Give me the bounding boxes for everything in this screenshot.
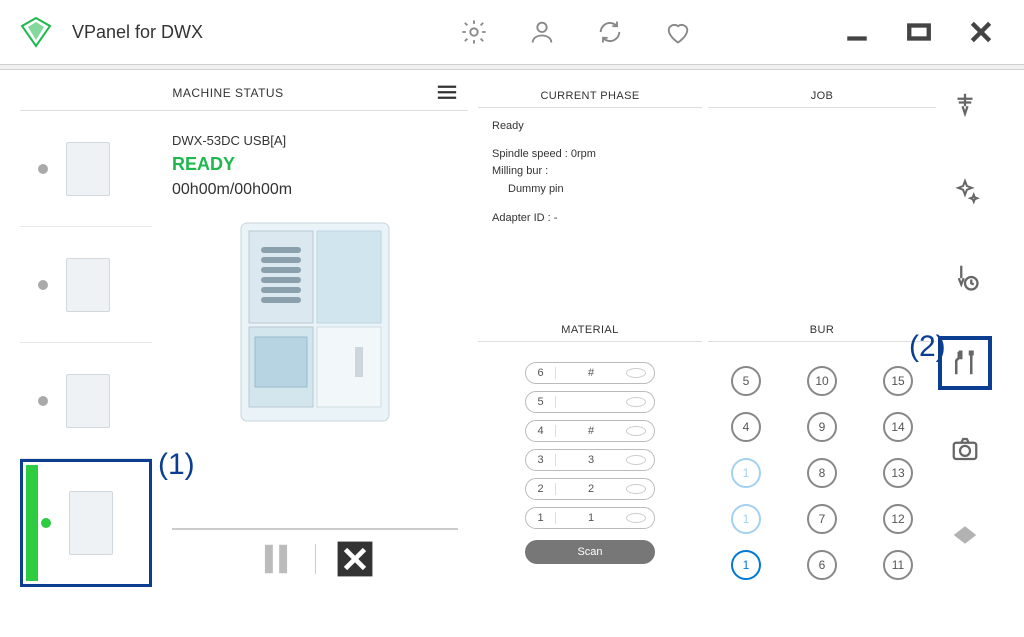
app-logo xyxy=(20,16,52,48)
bur-slot[interactable]: 6 xyxy=(807,550,837,580)
material-row[interactable]: 22 xyxy=(525,478,655,500)
material-row[interactable]: 4# xyxy=(525,420,655,442)
machine-status-title: MACHINE STATUS xyxy=(20,86,436,100)
app-title: VPanel for DWX xyxy=(72,22,203,43)
bur-slot[interactable]: 4 xyxy=(731,412,761,442)
schedule-icon[interactable] xyxy=(950,262,980,292)
gear-icon[interactable] xyxy=(460,18,488,46)
bur-slot[interactable]: 1 xyxy=(731,504,761,534)
middle-column: CURRENT PHASE Ready Spindle speed : 0rpm… xyxy=(468,70,702,637)
menu-icon[interactable] xyxy=(436,84,458,102)
disc-icon[interactable] xyxy=(950,520,980,550)
machine-status-text: READY xyxy=(172,154,458,175)
machine-time: 00h00m/00h00m xyxy=(172,181,458,199)
window-controls xyxy=(844,19,994,45)
right-column: JOB BUR 5 10 15 4 9 14 1 8 13 1 7 12 1 6 11 xyxy=(702,70,936,637)
pause-button[interactable] xyxy=(257,540,295,578)
bur-slot[interactable]: 8 xyxy=(807,458,837,488)
header-toolbar xyxy=(460,18,692,46)
machine-thumb[interactable] xyxy=(20,111,152,227)
material-row[interactable]: 6# xyxy=(525,362,655,384)
current-phase-title: CURRENT PHASE xyxy=(478,84,702,108)
bur-slot[interactable]: 11 xyxy=(883,550,913,580)
bur-slot[interactable]: 9 xyxy=(807,412,837,442)
bur-slot[interactable]: 10 xyxy=(807,366,837,396)
job-title: JOB xyxy=(708,84,936,108)
bur-slot[interactable]: 15 xyxy=(883,366,913,396)
bur-slot[interactable]: 1 xyxy=(731,458,761,488)
material-title: MATERIAL xyxy=(478,318,702,342)
main: MACHINE STATUS DWX-53DC USB[A] READY 00h… xyxy=(0,70,1024,637)
header: VPanel for DWX xyxy=(0,0,1024,64)
machine-status-panel: MACHINE STATUS DWX-53DC USB[A] READY 00h… xyxy=(0,70,468,637)
machine-thumb[interactable] xyxy=(20,227,152,343)
sparkle-icon[interactable] xyxy=(950,176,980,206)
bur-slot[interactable]: 12 xyxy=(883,504,913,534)
close-icon[interactable] xyxy=(968,19,994,45)
bur-panel: BUR 5 10 15 4 9 14 1 8 13 1 7 12 1 6 11 xyxy=(708,318,936,590)
bur-slot[interactable]: 5 xyxy=(731,366,761,396)
bur-title: BUR xyxy=(708,318,936,342)
material-row[interactable]: 5 xyxy=(525,391,655,413)
material-panel: MATERIAL 6# 5 4# 33 22 11 Scan xyxy=(478,318,702,574)
material-row[interactable]: 11 xyxy=(525,507,655,529)
material-row[interactable]: 33 xyxy=(525,449,655,471)
mill-icon[interactable] xyxy=(950,90,980,120)
job-panel: JOB xyxy=(708,84,936,308)
user-icon[interactable] xyxy=(528,18,556,46)
tools-icon[interactable] xyxy=(950,348,980,378)
machine-thumb[interactable] xyxy=(20,343,152,459)
spindle-row: Spindle speed : 0rpm xyxy=(492,146,688,164)
minimize-icon[interactable] xyxy=(844,19,870,45)
milling-bur-value: Dummy pin xyxy=(492,181,688,199)
control-bar xyxy=(172,528,458,588)
maximize-icon[interactable] xyxy=(906,19,932,45)
current-phase-panel: CURRENT PHASE Ready Spindle speed : 0rpm… xyxy=(478,84,702,308)
heart-icon[interactable] xyxy=(664,18,692,46)
adapter-row: Adapter ID : - xyxy=(492,210,688,228)
machine-thumb-selected[interactable] xyxy=(20,459,152,587)
machine-detail: DWX-53DC USB[A] READY 00h00m/00h00m xyxy=(152,110,468,588)
cancel-button[interactable] xyxy=(336,540,374,578)
bur-slot[interactable]: 1 xyxy=(731,550,761,580)
camera-icon[interactable] xyxy=(950,434,980,464)
machine-thumbnails xyxy=(20,110,152,588)
scan-button[interactable]: Scan xyxy=(525,540,655,564)
bur-slot[interactable]: 14 xyxy=(883,412,913,442)
refresh-icon[interactable] xyxy=(596,18,624,46)
bur-slot[interactable]: 13 xyxy=(883,458,913,488)
bur-slot[interactable]: 7 xyxy=(807,504,837,534)
machine-name: DWX-53DC USB[A] xyxy=(172,133,458,148)
milling-bur-label: Milling bur : xyxy=(492,163,688,181)
phase-state: Ready xyxy=(492,118,688,136)
side-rail xyxy=(936,70,994,637)
machine-illustration xyxy=(235,217,395,427)
